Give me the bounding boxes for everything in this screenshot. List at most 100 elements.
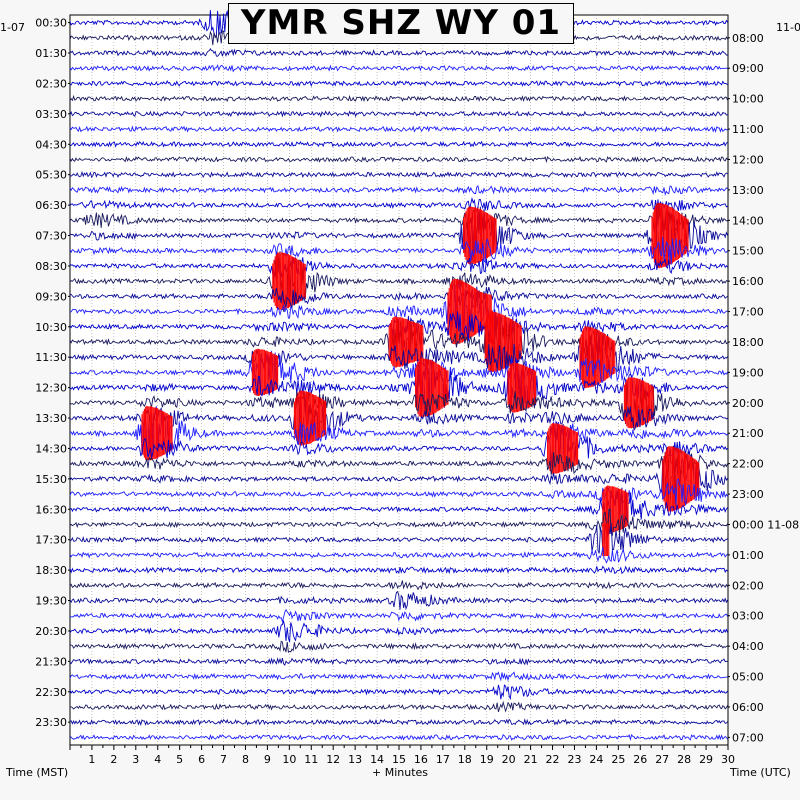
right-time-label: 06:00 <box>732 701 764 714</box>
seismic-trace <box>69 204 728 233</box>
right-time-label: 22:00 <box>732 458 764 471</box>
corner-left-date: 1-07 <box>0 21 25 34</box>
x-tick-label: 8 <box>242 753 249 766</box>
left-time-label: 21:30 <box>35 655 67 668</box>
seismic-trace <box>69 47 728 57</box>
seismic-trace <box>69 206 729 268</box>
x-tick-label: 21 <box>524 753 538 766</box>
left-time-label: 06:30 <box>35 199 67 212</box>
right-time-label: 23:00 <box>732 488 764 501</box>
left-time-label: 01:30 <box>35 47 67 60</box>
right-time-label: 18:00 <box>732 336 764 349</box>
seismic-trace <box>69 580 728 591</box>
left-time-label: 22:30 <box>35 686 67 699</box>
x-axis-label: + Minutes <box>372 766 429 779</box>
seismic-trace <box>69 350 728 388</box>
x-tick-label: 2 <box>110 753 117 766</box>
x-tick-label: 5 <box>176 753 183 766</box>
x-tick-label: 19 <box>480 753 494 766</box>
left-time-label: 03:30 <box>35 108 67 121</box>
plot-area <box>69 14 729 746</box>
seismic-trace <box>69 445 728 512</box>
seismic-trace <box>69 155 728 164</box>
seismic-trace <box>69 140 728 148</box>
seismic-trace <box>69 110 728 118</box>
left-time-label: 20:30 <box>35 625 67 638</box>
seismic-trace <box>69 185 728 196</box>
right-time-label: 19:00 <box>732 366 764 379</box>
right-time-label: 11:00 <box>732 123 764 136</box>
right-time-label: 13:00 <box>732 184 764 197</box>
seismic-trace <box>69 359 728 418</box>
right-time-label: 03:00 <box>732 610 764 623</box>
left-time-label: 00:30 <box>35 17 67 30</box>
x-tick-label: 15 <box>392 753 406 766</box>
x-tick-label: 30 <box>721 753 735 766</box>
right-time-label: 10:00 <box>732 93 764 106</box>
x-tick-label: 26 <box>633 753 647 766</box>
seismic-trace <box>69 733 728 741</box>
right-axis-label: Time (UTC) <box>730 766 791 779</box>
left-time-label: 09:30 <box>35 290 67 303</box>
x-tick-label: 28 <box>677 753 691 766</box>
x-tick-label: 1 <box>88 753 95 766</box>
seismic-trace <box>69 671 728 682</box>
seismic-trace <box>69 284 728 309</box>
x-tick-label: 9 <box>264 753 271 766</box>
x-tick-label: 16 <box>414 753 428 766</box>
seismic-trace <box>69 522 728 554</box>
x-tick-label: 23 <box>567 753 581 766</box>
right-time-label: 15:00 <box>732 245 764 258</box>
left-time-label: 23:30 <box>35 716 67 729</box>
left-time-label: 12:30 <box>35 382 67 395</box>
corner-right-date: 11-0 <box>776 21 800 34</box>
left-axis-label: Time (MST) <box>6 766 69 779</box>
seismic-trace <box>69 700 728 713</box>
chart-title: YMR SHZ WY 01 <box>228 3 574 44</box>
x-tick-label: 24 <box>589 753 603 766</box>
seismic-trace <box>69 565 728 575</box>
seismic-trace <box>69 196 728 213</box>
left-time-label: 10:30 <box>35 321 67 334</box>
seismic-trace <box>69 254 728 279</box>
right-time-label: 14:00 <box>732 214 764 227</box>
seismic-trace <box>69 547 728 564</box>
left-time-label: 17:30 <box>35 534 67 547</box>
seismic-trace <box>69 420 728 469</box>
x-tick-label: 11 <box>304 753 318 766</box>
left-time-label: 08:30 <box>35 260 67 273</box>
right-time-label: 07:00 <box>732 731 764 744</box>
left-time-label: 15:30 <box>35 473 67 486</box>
x-tick-label: 27 <box>655 753 669 766</box>
seismic-trace <box>69 94 729 103</box>
right-time-label: 08:00 <box>732 32 764 45</box>
seismic-trace <box>69 590 728 611</box>
right-time-label: 01:00 <box>732 549 764 562</box>
x-tick-label: 20 <box>502 753 516 766</box>
x-tick-label: 4 <box>154 753 161 766</box>
x-tick-label: 18 <box>458 753 472 766</box>
x-tick-label: 17 <box>436 753 450 766</box>
seismic-trace <box>69 64 728 73</box>
seismic-trace <box>69 718 728 727</box>
x-tick-label: 13 <box>348 753 362 766</box>
seismic-trace <box>69 608 729 624</box>
right-time-label: 00:00 11-08 <box>732 518 799 531</box>
seismic-trace <box>69 236 728 265</box>
left-time-label: 13:30 <box>35 412 67 425</box>
right-time-label: 21:00 <box>732 427 764 440</box>
seismic-trace <box>69 406 728 459</box>
left-time-label: 19:30 <box>35 595 67 608</box>
left-time-label: 07:30 <box>35 230 67 243</box>
left-time-label: 16:30 <box>35 503 67 516</box>
seismic-trace <box>69 251 728 312</box>
x-tick-label: 7 <box>220 753 227 766</box>
right-time-label: 04:00 <box>732 640 764 653</box>
right-time-label: 02:00 <box>732 579 764 592</box>
right-time-label: 20:00 <box>732 397 764 410</box>
x-tick-label: 10 <box>282 753 296 766</box>
seismic-trace <box>69 451 729 478</box>
right-time-label: 17:00 <box>732 306 764 319</box>
left-time-label: 04:30 <box>35 138 67 151</box>
